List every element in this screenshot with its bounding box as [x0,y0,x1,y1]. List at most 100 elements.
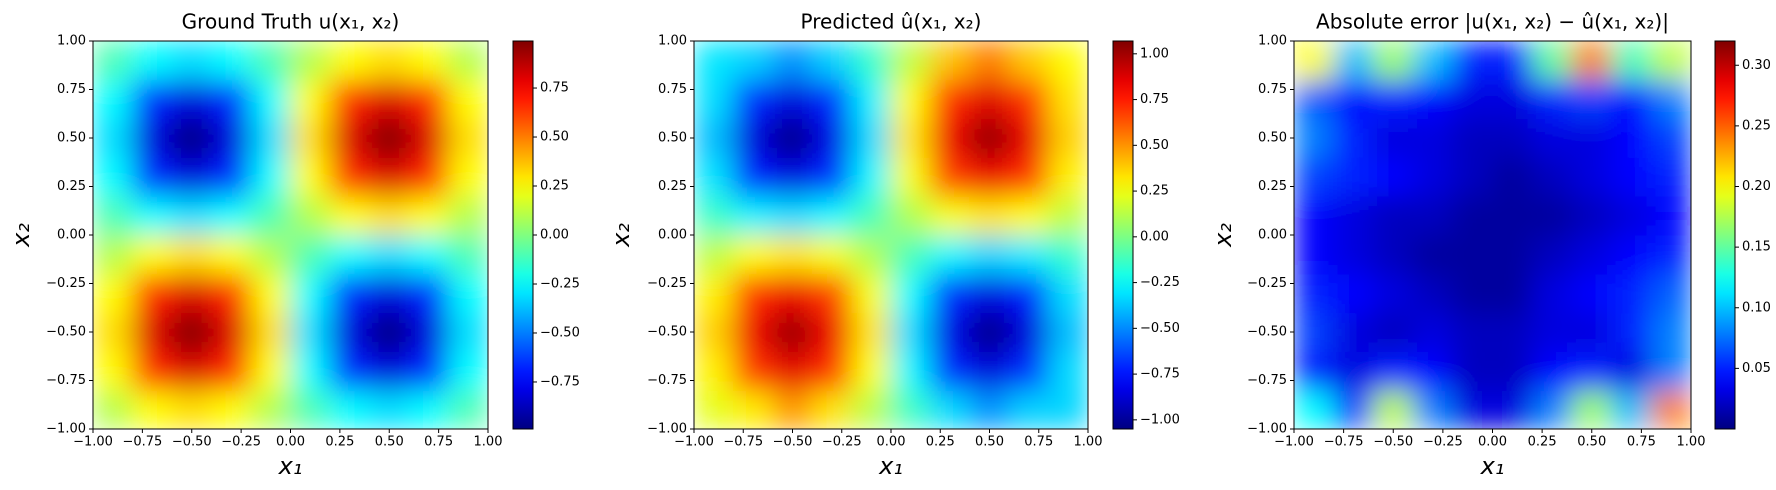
heatmap-cell [890,41,931,81]
heatmap-cell [1492,234,1533,275]
heatmap-cell [1452,312,1493,352]
heatmap-cell [811,273,853,314]
y-tick-label: −0.50 [1247,325,1287,340]
heatmap-cell [732,350,774,391]
heatmap-cell [890,389,931,429]
heatmap-cell [132,118,173,158]
heatmap-cell [1412,234,1454,275]
heatmap-cell [250,312,291,352]
heatmap-cell [1571,118,1613,158]
heatmap-cell [1531,195,1573,236]
heatmap-cell [250,41,291,81]
heatmap-cell [1372,156,1414,197]
heatmap-cell [1008,41,1050,81]
heatmap-cell [1611,118,1652,158]
y-axis-label: x₂ [607,223,635,248]
heatmap-cell [369,79,410,120]
heatmap-cell [448,118,488,158]
heatmap-cell [1611,389,1652,429]
y-tick-label: 0.50 [658,131,687,146]
heatmap-cell [1372,79,1414,120]
heatmap-cell [851,118,892,158]
heatmap-cell [132,195,173,236]
heatmap-cell [890,195,931,236]
heatmap-cell [250,389,291,429]
heatmap-cell [732,312,774,352]
heatmap-cell [1650,389,1691,429]
x-tick-label: 0.25 [325,435,354,450]
heatmap-cell [250,273,291,314]
heatmap-cell [132,389,173,429]
x-tick-label: 0.50 [375,435,404,450]
x-tick-label: −0.75 [1324,435,1364,450]
heatmap-cell [1611,195,1652,236]
heatmap-cell [1571,350,1613,391]
heatmap-cell [732,273,774,314]
heatmap-cell [1531,118,1573,158]
heatmap-cell [811,79,853,120]
heatmap-cell [290,350,331,391]
heatmap-cell [1333,195,1374,236]
heatmap-cell [1412,350,1454,391]
heatmap-cell [772,156,813,197]
heatmap-cell [211,195,252,236]
colorbar-tick-label: 0.50 [1140,138,1169,153]
heatmap-cell [1048,195,1088,236]
heatmap-cell [171,350,212,391]
y-axis-label: x₂ [1209,223,1237,248]
heatmap-cell [132,79,173,120]
heatmap-cell [969,41,1010,81]
heatmap-cell [811,234,853,275]
heatmap-cell [851,389,892,429]
x-tick-label: 0.00 [877,435,906,450]
colorbar-tick-label: −0.75 [540,374,580,389]
heatmap-cell [171,234,212,275]
heatmap-cell [1294,350,1335,391]
heatmap-cell [1452,156,1493,197]
y-tick-label: −1.00 [46,422,86,437]
heatmap-cell [929,273,971,314]
heatmap-cell [448,312,488,352]
heatmap-cell [1452,389,1493,429]
heatmap-cell [772,41,813,81]
heatmap-cell [929,350,971,391]
y-tick-label: −1.00 [647,422,687,437]
heatmap-cell [1650,312,1691,352]
heatmap-cell [1492,41,1533,81]
heatmap-cell [732,389,774,429]
heatmap-cell [290,273,331,314]
colorbar-tick-label: −0.50 [1140,321,1180,336]
heatmap-cell [171,273,212,314]
heatmap-cell [694,79,734,120]
colorbar [1112,40,1134,430]
heatmap-cell [132,312,173,352]
y-tick-label: 0.00 [658,228,687,243]
heatmap-cell [408,41,449,81]
heatmap-cell [1611,312,1652,352]
heatmap-cell [1452,195,1493,236]
x-tick-label: 0.00 [1478,435,1507,450]
heatmap-cell [1492,350,1533,391]
y-tick-label: 0.25 [658,179,687,194]
heatmap-cell [290,118,331,158]
heatmap-cell [969,195,1010,236]
heatmap-cell [772,350,813,391]
y-tick-label: −0.50 [46,325,86,340]
heatmap-cell [1048,234,1088,275]
heatmap-cell [969,118,1010,158]
heatmap-cell [1571,273,1613,314]
heatmap-cell [132,156,173,197]
heatmap-cell [694,350,734,391]
heatmap-cell [408,234,449,275]
heatmap-cell [1492,312,1533,352]
chart-title: Ground Truth u(x₁, x₂) [182,10,400,34]
heatmap-cell [93,79,133,120]
heatmap-cell [969,156,1010,197]
heatmap-cell [448,156,488,197]
heatmap-cell [369,195,410,236]
heatmap-cell [329,156,370,197]
heatmap-cell [1531,312,1573,352]
heatmap-cell [1372,195,1414,236]
heatmap-cell [694,273,734,314]
heatmap-cell [329,41,370,81]
